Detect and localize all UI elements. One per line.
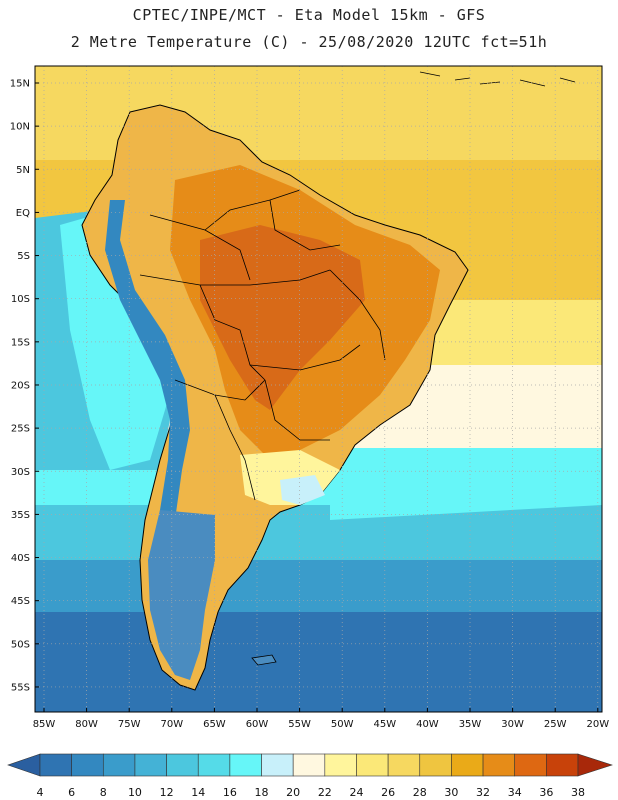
colorbar-tick-label: 36 <box>539 786 553 799</box>
colorbar-tick-label: 10 <box>128 786 142 799</box>
lon-label: 75W <box>118 719 141 730</box>
colorbar-tick-label: 28 <box>413 786 427 799</box>
patagonia-cold <box>148 510 215 680</box>
ocean-deep-band <box>35 612 602 712</box>
lon-label: 50W <box>331 719 354 730</box>
ocean-teal-band <box>35 505 602 565</box>
pacific-cyan-coast <box>60 215 168 470</box>
country-boundaries <box>139 189 386 501</box>
colorbar-tick-label: 24 <box>349 786 363 799</box>
lon-label: 25W <box>544 719 567 730</box>
colorbar-segment <box>261 753 294 777</box>
lat-label: 40S <box>11 553 30 564</box>
lon-label: 55W <box>288 719 311 730</box>
andes-cold-strip <box>105 200 190 600</box>
colorbar-segment <box>387 753 421 777</box>
lon-label: 20W <box>586 719 609 730</box>
colorbar-segment <box>166 753 199 777</box>
graticule <box>35 66 602 712</box>
colorbar-tick-label: 20 <box>286 786 300 799</box>
lon-label: 40W <box>416 719 439 730</box>
longitude-labels: 85W 80W 75W 70W 65W 60W 55W 50W 45W 40W 35W 30W 25W 2… <box>33 708 609 730</box>
colorbar-segment <box>356 753 389 777</box>
lon-label: 35W <box>459 719 482 730</box>
colorbar-tick-label: 38 <box>571 786 585 799</box>
colorbar-segment <box>451 753 484 777</box>
lat-label: EQ <box>16 208 30 219</box>
map-frame <box>34 65 603 713</box>
colorbar-segment <box>419 753 452 777</box>
colorbar-tick-label: 26 <box>381 786 395 799</box>
colorbar: 4 6 8 10 12 14 16 18 20 22 24 26 28 30 32 34 36 38 <box>7 753 613 799</box>
colorbar-tick-label: 34 <box>508 786 522 799</box>
colorbar-segment <box>71 753 104 777</box>
lat-label: 30S <box>11 467 30 478</box>
lat-label: 20S <box>11 380 30 391</box>
colorbar-tick-label: 32 <box>476 786 490 799</box>
lat-label: 5N <box>16 165 30 176</box>
colorbar-tick-label: 16 <box>223 786 237 799</box>
colorbar-tick-label: 8 <box>100 786 107 799</box>
lat-label: 15N <box>10 79 30 90</box>
lat-label: 5S <box>17 251 30 262</box>
colorbar-tick-label: 18 <box>255 786 269 799</box>
colorbar-arrow-low <box>7 753 41 777</box>
colorbar-arrow-high <box>577 753 613 777</box>
colorbar-segment <box>102 753 136 777</box>
caribbean-islands <box>419 71 576 87</box>
lat-label: 45S <box>11 596 30 607</box>
lon-label: 85W <box>33 719 56 730</box>
lat-label: 25S <box>11 424 30 435</box>
falkland-islands <box>251 654 277 666</box>
brazil-core-hotspot <box>200 225 365 410</box>
colorbar-tick-label: 14 <box>191 786 205 799</box>
lat-label: 50S <box>11 639 30 650</box>
colorbar-tick-label: 30 <box>444 786 458 799</box>
colorbar-segment <box>324 753 357 777</box>
lon-label: 80W <box>75 719 98 730</box>
colorbar-segment <box>482 753 516 777</box>
colorbar-tick-label: 22 <box>318 786 332 799</box>
uruguay-cool <box>280 475 325 505</box>
colorbar-tick-label: 12 <box>160 786 174 799</box>
lat-label: 35S <box>11 510 30 521</box>
colorbar-segment <box>197 753 231 777</box>
atlantic-cyan-plume <box>330 455 602 520</box>
colorbar-segment <box>514 753 547 777</box>
colorbar-tick-label: 4 <box>37 786 44 799</box>
lon-label: 60W <box>246 719 269 730</box>
lat-label: 15S <box>11 337 30 348</box>
lat-label: 10N <box>10 122 30 133</box>
lon-label: 30W <box>501 719 524 730</box>
chart-title-line-2: 2 Metre Temperature (C) - 25/08/2020 12U… <box>70 33 548 51</box>
colorbar-segment <box>292 753 326 777</box>
lat-label: 10S <box>11 294 30 305</box>
colorbar-segment <box>546 753 579 777</box>
ocean-blue-band <box>35 560 602 615</box>
chart-title-line-1: CPTEC/INPE/MCT - Eta Model 15km - GFS <box>132 6 486 24</box>
colorbar-segment <box>134 753 167 777</box>
colorbar-segment <box>39 753 72 777</box>
lon-label: 70W <box>160 719 183 730</box>
lon-label: 65W <box>203 719 226 730</box>
map-field <box>35 66 602 712</box>
colorbar-segment <box>229 753 262 777</box>
colorbar-tick-label: 6 <box>68 786 75 799</box>
latitude-labels: 15N 10N 5N EQ 5S 10S 15S 20S 25S 30S 35S 40S 45S 50S 5… <box>10 79 39 693</box>
lat-label: 55S <box>11 682 30 693</box>
lon-label: 45W <box>373 719 396 730</box>
